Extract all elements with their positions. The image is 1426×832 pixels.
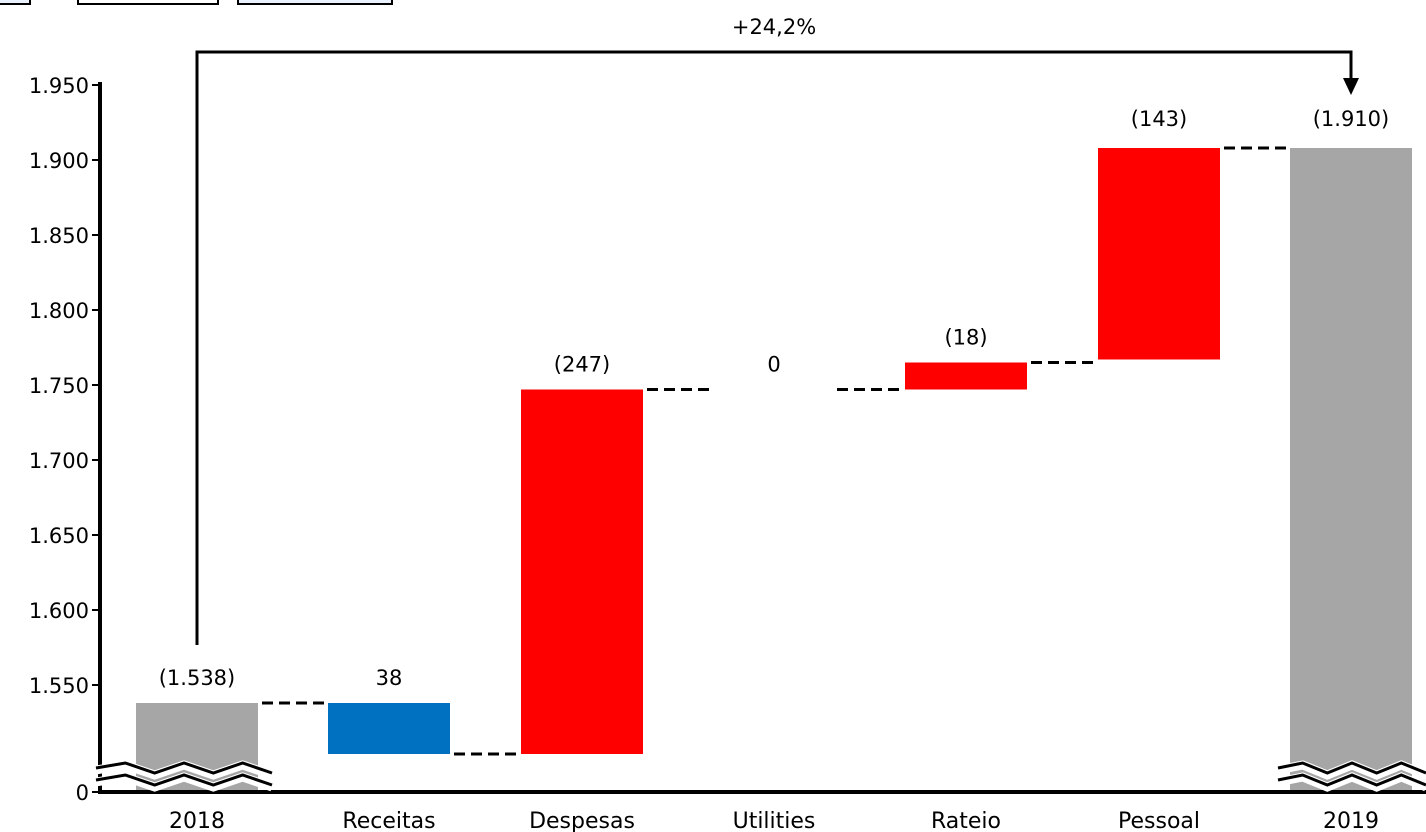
y-tick-label: 1.650 xyxy=(29,524,89,548)
axis-break-line xyxy=(1277,773,1426,787)
axis-break-mask xyxy=(1277,772,1426,792)
data-label-2018: (1.538) xyxy=(159,666,236,690)
bars-layer xyxy=(136,146,1412,792)
growth-annotation: +24,2% xyxy=(732,15,816,39)
data-label-pessoal: (143) xyxy=(1131,107,1187,131)
axis-break-mask xyxy=(95,760,274,780)
bar-2019 xyxy=(1290,148,1412,792)
data-label-receitas: 38 xyxy=(376,666,403,690)
data-label-despesas: (247) xyxy=(554,353,610,377)
y-tick-label: 1.950 xyxy=(29,74,89,98)
y-tick-label: 1.600 xyxy=(29,599,89,623)
y-tick-label: 0 xyxy=(76,781,89,805)
bar-pessoal xyxy=(1098,148,1220,360)
axis-break-line xyxy=(95,761,273,775)
legend-fragments xyxy=(0,0,393,5)
bar-despesas xyxy=(521,389,643,754)
y-tick-label: 1.800 xyxy=(29,299,89,323)
x-tick-label-despesas: Despesas xyxy=(529,809,635,832)
x-tick-label-utilities: Utilities xyxy=(733,809,816,832)
y-tick-label: 1.550 xyxy=(29,674,89,698)
x-tick-label-rateio: Rateio xyxy=(931,809,1001,832)
x-tick-label-receitas: Receitas xyxy=(342,809,435,832)
y-tick-label: 1.750 xyxy=(29,374,89,398)
x-tick-label-2019: 2019 xyxy=(1323,809,1379,832)
y-tick-label: 1.850 xyxy=(29,224,89,248)
data-label-rateio: (18) xyxy=(944,326,987,350)
axis-breaks xyxy=(95,760,1426,792)
growth-arrowhead-icon xyxy=(1343,78,1359,95)
axis-break-line xyxy=(95,773,273,787)
labels-layer: (1.538) 38 (247) 0 (18) (143) (1.910) 2018 Recei… xyxy=(159,107,1390,832)
data-label-utilities: 0 xyxy=(767,353,780,377)
axis-break-line xyxy=(1277,761,1426,775)
bar-rateio xyxy=(905,362,1027,390)
growth-bracket-line xyxy=(195,50,1353,645)
bar-receitas xyxy=(328,703,450,754)
axis-break-mask xyxy=(1277,760,1426,780)
y-tick-label: 1.900 xyxy=(29,149,89,173)
data-label-2019: (1.910) xyxy=(1313,107,1390,131)
tick-layer: 0 1.550 1.600 1.650 1.700 1.750 1.800 1.850 1.90… xyxy=(29,74,100,805)
axis-break-mask xyxy=(95,772,274,792)
y-tick-label: 1.700 xyxy=(29,449,89,473)
x-tick-label-pessoal: Pessoal xyxy=(1118,809,1200,832)
x-tick-label-2018: 2018 xyxy=(169,809,225,832)
